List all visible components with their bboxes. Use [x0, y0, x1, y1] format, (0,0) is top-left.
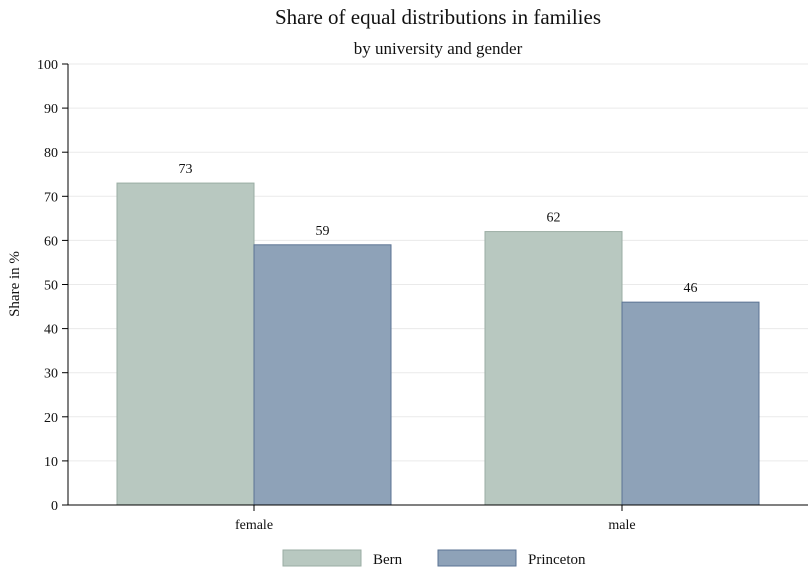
bar-bern-male	[484, 231, 623, 506]
data-label: 62	[547, 211, 561, 226]
y-tick-label: 0	[51, 499, 58, 514]
y-axis-title: Share in %	[7, 251, 23, 317]
legend-swatch-princeton	[437, 549, 517, 567]
legend-label-princeton: Princeton	[528, 552, 586, 568]
data-label: 46	[684, 281, 698, 296]
y-tick-label: 40	[44, 323, 58, 338]
y-tick-label: 10	[44, 455, 58, 470]
bar-princeton-male	[621, 301, 760, 506]
y-tick-label: 100	[37, 58, 58, 73]
chart-subtitle: by university and gender	[354, 39, 523, 58]
bar-bern-female	[116, 182, 255, 506]
bar-princeton-female	[253, 244, 392, 506]
axes: 0 10 20 30 40 50 60 70 80 90 100 female male	[37, 58, 808, 533]
y-tick-label: 20	[44, 411, 58, 426]
data-label: 59	[316, 224, 330, 239]
bars	[116, 182, 760, 506]
y-tick-label: 70	[44, 190, 58, 205]
y-tick-label: 50	[44, 279, 58, 294]
chart-titles: Share of equal distributions in families…	[275, 5, 601, 58]
data-labels: 73 59 62 46	[179, 162, 698, 296]
legend-swatch-bern	[282, 549, 362, 567]
y-tick-label: 90	[44, 102, 58, 117]
x-category-label: male	[608, 518, 635, 533]
x-category-label: female	[235, 518, 273, 533]
data-label: 73	[179, 162, 193, 177]
chart-title: Share of equal distributions in families	[275, 5, 601, 29]
y-tick-label: 80	[44, 146, 58, 161]
legend-label-bern: Bern	[373, 552, 403, 568]
y-tick-label: 60	[44, 234, 58, 249]
y-tick-label: 30	[44, 367, 58, 382]
legend: Bern Princeton	[282, 549, 586, 568]
